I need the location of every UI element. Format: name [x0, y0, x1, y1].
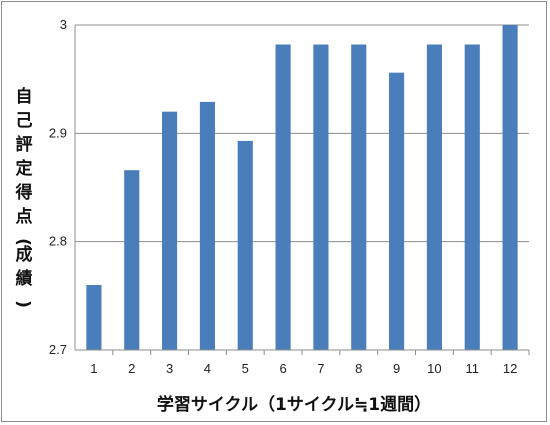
x-tick-label: 7 [317, 361, 324, 376]
bar-9 [389, 72, 405, 351]
bar-2 [124, 170, 140, 350]
x-tick-label: 8 [355, 361, 362, 376]
bar-4 [199, 101, 215, 351]
y-axis-label-char: 定 [16, 158, 33, 179]
bar-5 [237, 140, 253, 350]
bar-7 [313, 44, 329, 350]
bar-1 [86, 285, 102, 350]
x-tick-label: 4 [204, 361, 211, 376]
y-tick-label: 2.8 [49, 234, 67, 249]
bar-10 [426, 44, 442, 350]
bar-8 [351, 44, 367, 350]
gridlines [75, 24, 529, 351]
x-tick-labels: 1 2 3 4 5 6 7 8 9 10 11 12 [90, 361, 517, 376]
y-axis-label-char: 績 [16, 268, 33, 289]
y-tick-label: 2.9 [49, 125, 67, 140]
axes [74, 25, 530, 355]
x-tick-label: 2 [128, 361, 135, 376]
x-tick-label: 3 [166, 361, 173, 376]
x-tick-label: 10 [427, 361, 441, 376]
x-axis-label: 学習サイクル（1サイクル≒1週間） [157, 394, 431, 415]
bar-12 [502, 25, 518, 350]
bar-3 [162, 111, 178, 351]
y-tick-labels: 2.7 2.8 2.9 3 [49, 17, 67, 357]
y-tick-label: 2.7 [49, 342, 67, 357]
bars [86, 25, 518, 351]
y-axis-label-char: 自 [16, 86, 33, 107]
y-axis-label-char: 己 [16, 111, 33, 131]
x-tick-label: 6 [279, 361, 286, 376]
bar-6 [275, 44, 291, 350]
y-tick-label: 3 [60, 17, 67, 32]
x-tick-label: 12 [503, 361, 517, 376]
x-tick-label: 1 [90, 361, 97, 376]
y-axis-label-char: ) [13, 300, 33, 308]
y-axis-label-char: 評 [16, 134, 33, 155]
bar-11 [464, 44, 480, 350]
x-tick-label: 9 [393, 361, 400, 376]
y-axis-label-char: 点 [16, 206, 33, 227]
y-axis-label-char: 成 [16, 244, 33, 265]
y-axis-label-char: ( [13, 238, 33, 246]
y-axis-label-char: 得 [15, 182, 33, 203]
x-tick-label: 11 [466, 361, 480, 376]
x-tick-label: 5 [242, 361, 249, 376]
